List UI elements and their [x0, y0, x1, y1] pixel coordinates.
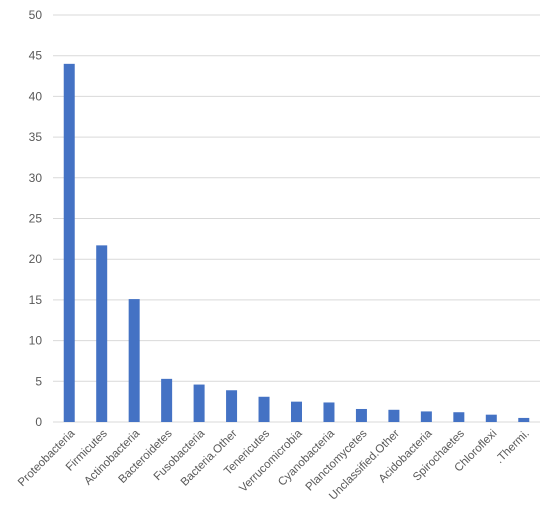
bar-spirochaetes [453, 412, 465, 422]
bar-tenericutes [258, 396, 270, 422]
bar-firmicutes [96, 245, 108, 422]
y-tick-label: 45 [29, 49, 43, 63]
bar-fusobacteria [193, 384, 205, 422]
x-tick-label: .Thermi. [494, 428, 532, 466]
y-axis-ticks: 0 5 10 15 20 25 30 35 40 45 50 [29, 8, 43, 429]
y-tick-label: 35 [29, 130, 43, 144]
x-tick-label: Proteobacteria [16, 427, 78, 489]
y-tick-label: 5 [35, 374, 42, 388]
x-tick-label: Bacteria.Other [179, 428, 240, 489]
bar-acidobacteria [420, 411, 432, 422]
gridlines [53, 14, 540, 423]
bar-chloroflexi [485, 414, 497, 422]
y-tick-label: 10 [29, 334, 43, 348]
y-tick-label: 30 [29, 171, 43, 185]
y-tick-label: 20 [29, 252, 43, 266]
bar-thermi [518, 417, 530, 422]
y-tick-label: 50 [29, 8, 43, 22]
x-axis-ticks: ProteobacteriaFirmicutesActinobacteriaBa… [16, 427, 532, 502]
bar-unclassified-other [388, 409, 400, 422]
y-tick-label: 15 [29, 293, 43, 307]
bar-cyanobacteria [323, 402, 335, 422]
bars [63, 63, 530, 423]
bar-bacteria-other [226, 390, 238, 422]
y-tick-label: 40 [29, 89, 43, 103]
y-tick-label: 25 [29, 212, 43, 226]
bar-planctomycetes [355, 408, 367, 422]
bar-verrucomicrobia [291, 401, 302, 422]
y-tick-label: 0 [35, 415, 42, 429]
bar-proteobacteria [63, 63, 75, 423]
bar-bacteroidetes [161, 378, 173, 422]
bar-actinobacteria [128, 299, 140, 422]
x-tick-label: Cyanobacteria [276, 427, 337, 488]
